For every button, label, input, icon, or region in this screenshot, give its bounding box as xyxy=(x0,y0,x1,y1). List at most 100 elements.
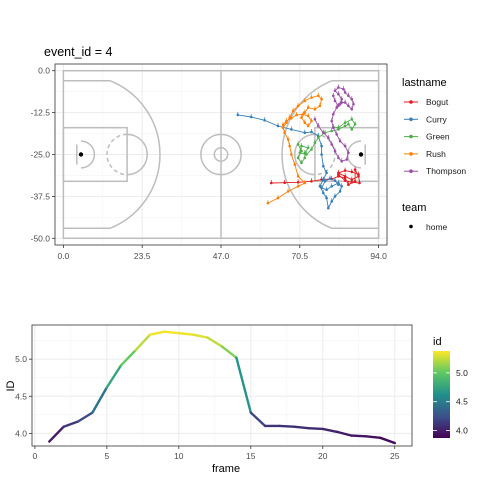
line-panel-border xyxy=(31,324,413,447)
right-hoop-icon xyxy=(358,152,364,157)
line-segment xyxy=(91,386,109,414)
colorbar-tick-label: 4.5 xyxy=(456,397,468,407)
colorbar-gradient xyxy=(433,351,450,438)
line-segment xyxy=(120,349,137,367)
legend-entry-curry: Curry xyxy=(404,114,448,124)
left-hoop-icon xyxy=(78,152,84,157)
line-axes: 0 5 10 15 20 25 4.0 4.5 5.0 xyxy=(15,324,413,461)
legend-key-point xyxy=(409,169,413,173)
court-lines xyxy=(62,69,380,240)
line-segment xyxy=(292,425,310,430)
line-plot-area xyxy=(32,325,412,446)
line-segment xyxy=(177,331,195,336)
x-tick-label: 94.0 xyxy=(370,251,387,261)
line-segment xyxy=(76,411,94,423)
x-tick-label: 23.5 xyxy=(134,251,151,261)
left-free-throw-arc xyxy=(127,133,148,176)
legend-key-point xyxy=(409,134,413,139)
legend-title-lastname: lastname xyxy=(402,77,447,89)
id-line-series xyxy=(48,330,396,445)
legend-label: Thompson xyxy=(426,166,466,176)
y-tick-label: -25.0 xyxy=(31,150,51,160)
line-segment xyxy=(163,330,181,335)
colorbar-ticks: 4.0 4.5 5.0 xyxy=(433,368,468,436)
player-tracks xyxy=(236,84,361,210)
id-line-panel: 0 5 10 15 20 25 4.0 4.5 5.0 frame ID id 4.0 4.5 5.… xyxy=(5,324,468,475)
x-tick-label: 20 xyxy=(318,451,328,461)
line-segment xyxy=(206,336,224,348)
line-segment xyxy=(134,333,152,352)
track-line-bogut xyxy=(271,169,361,186)
legend-entry-green: Green xyxy=(404,132,450,142)
y-tick-label: 5.0 xyxy=(15,354,27,364)
x-tick-label: 5 xyxy=(104,451,109,461)
y-tick-label: 4.0 xyxy=(15,428,27,438)
legend-entry-thompson: Thompson xyxy=(404,166,466,176)
y-axis-label: ID xyxy=(5,380,17,391)
x-tick-label: 25 xyxy=(390,451,400,461)
center-inner-circle xyxy=(213,147,229,162)
left-free-throw-dashed-arc xyxy=(106,133,128,176)
y-tick-label: 4.5 xyxy=(15,391,27,401)
line-segment xyxy=(307,426,324,431)
x-tick-label: 0 xyxy=(33,451,38,461)
x-tick-label: 15 xyxy=(246,451,256,461)
x-tick-label: 70.5 xyxy=(292,251,309,261)
center-circle xyxy=(200,133,242,176)
legend-entry-rush: Rush xyxy=(404,149,446,159)
left-restricted-arc xyxy=(80,140,96,169)
line-segment xyxy=(379,436,396,445)
y-tick-label: -37.5 xyxy=(31,191,51,201)
line-segment xyxy=(48,425,65,443)
line-segment xyxy=(235,356,252,414)
line-segment xyxy=(220,345,238,359)
track-rush xyxy=(266,92,323,205)
right-free-throw-arc xyxy=(294,133,315,176)
legend-team-home-key xyxy=(409,224,413,229)
legend-label: Rush xyxy=(426,149,446,159)
line-segment xyxy=(278,424,296,428)
colorbar-tick-label: 4.0 xyxy=(456,426,468,436)
colorbar-tick-label: 5.0 xyxy=(456,368,468,378)
court-axes: 0.0 23.5 47.0 70.5 94.0 0.0 -12.5 -25.0 -37.5 -50… xyxy=(31,63,388,261)
track-line-rush xyxy=(267,95,323,204)
legend-label: Green xyxy=(426,132,450,142)
x-axis-label: frame xyxy=(212,463,240,475)
legend-label: Curry xyxy=(426,114,448,124)
line-segment xyxy=(192,333,209,339)
line-segment xyxy=(321,427,339,434)
line-segment xyxy=(62,420,80,428)
track-thompson xyxy=(313,84,355,163)
x-tick-label: 0.0 xyxy=(57,251,69,261)
colorbar-legend: id 4.0 4.5 5.0 xyxy=(433,336,468,438)
legend-team-home-label: home xyxy=(426,222,448,232)
line-segment xyxy=(364,435,382,440)
left-lane xyxy=(62,126,128,183)
x-tick-label: 10 xyxy=(174,451,184,461)
y-tick-label: 0.0 xyxy=(38,66,50,76)
y-tick-label: -50.0 xyxy=(31,233,51,243)
court-chart-title: event_id = 4 xyxy=(44,45,113,59)
legend-title-team: team xyxy=(402,202,426,214)
legend-label: Bogut xyxy=(426,97,449,107)
line-segment xyxy=(335,430,353,437)
track-curry xyxy=(236,111,344,210)
line-gridlines xyxy=(32,325,412,446)
legend-key-point xyxy=(409,152,413,156)
legend-lastname-entries: Bogut Curry Green Rush Thompson xyxy=(404,97,466,176)
legend-entry-bogut: Bogut xyxy=(404,97,449,107)
x-tick-label: 47.0 xyxy=(213,251,230,261)
line-segment xyxy=(105,363,123,389)
line-segment xyxy=(148,330,166,336)
court-legend: lastname Bogut Curry Green Rush Thompson tea… xyxy=(402,77,466,232)
y-tick-label: -12.5 xyxy=(31,108,51,118)
line-segment xyxy=(350,434,368,438)
right-three-point-arc xyxy=(281,80,332,229)
legend-key-point xyxy=(409,117,413,122)
left-three-point-arc xyxy=(110,80,161,229)
right-free-throw-dashed-arc xyxy=(314,133,336,176)
colorbar-title: id xyxy=(433,336,442,348)
line-segment xyxy=(249,411,267,428)
legend-key-point xyxy=(409,100,413,104)
